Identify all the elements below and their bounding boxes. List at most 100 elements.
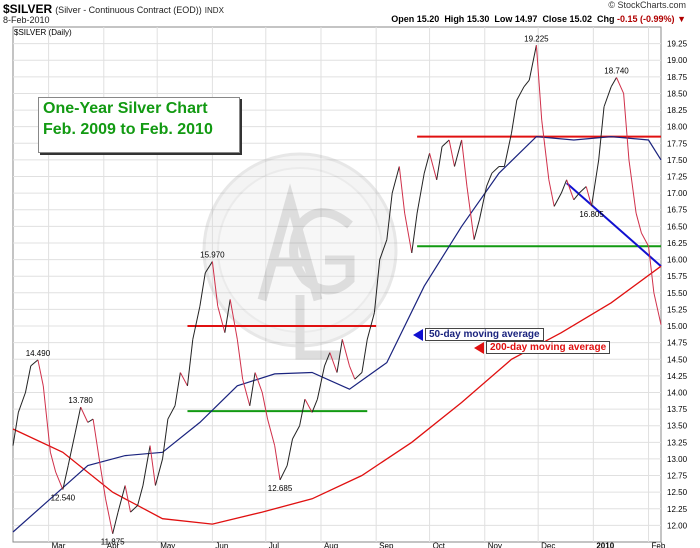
open-value: 15.20 xyxy=(416,14,440,24)
price-segment xyxy=(311,398,318,413)
y-tick-label: 17.75 xyxy=(667,139,688,148)
price-segment xyxy=(167,405,176,420)
price-segment xyxy=(391,166,400,194)
x-tick-label: Jul xyxy=(269,542,279,548)
price-annotation: 13.780 xyxy=(68,396,93,405)
price-segment xyxy=(441,139,450,147)
price-segment xyxy=(366,312,375,340)
y-tick-label: 18.75 xyxy=(667,73,688,82)
overlay-title-box: One-Year Silver Chart Feb. 2009 to Feb. … xyxy=(38,97,240,153)
price-segment xyxy=(423,153,431,174)
price-segment xyxy=(105,498,114,534)
price-segment xyxy=(137,485,144,506)
price-segment xyxy=(24,365,32,393)
y-tick-label: 18.00 xyxy=(667,123,688,132)
x-tick-label: May xyxy=(160,542,175,548)
price-segment xyxy=(486,173,493,187)
price-segment xyxy=(516,86,525,101)
chg-value: -0.15 (-0.99%) xyxy=(617,14,675,24)
price-segment xyxy=(336,339,343,373)
price-segment xyxy=(640,232,649,247)
price-segment xyxy=(510,100,518,134)
price-segment xyxy=(610,77,617,88)
x-tick-label: Dec xyxy=(541,542,555,548)
price-segment xyxy=(162,418,169,460)
close-label: Close xyxy=(542,14,567,24)
y-tick-label: 16.25 xyxy=(667,239,688,248)
price-segment xyxy=(274,445,281,480)
symbol: $SILVER xyxy=(3,2,53,16)
price-segment xyxy=(591,159,600,207)
price-segment xyxy=(553,192,562,207)
price-segment xyxy=(566,179,575,200)
y-tick-label: 14.75 xyxy=(667,339,688,348)
price-segment xyxy=(74,406,82,433)
price-segment xyxy=(503,133,512,167)
price-segment xyxy=(224,299,231,333)
price-annotation: 11.875 xyxy=(101,538,125,547)
price-segment xyxy=(286,438,293,466)
x-tick-label: Aug xyxy=(324,542,338,548)
price-segment xyxy=(99,465,107,499)
x-tick-label: Nov xyxy=(488,542,502,548)
price-segment xyxy=(548,179,555,207)
y-tick-label: 12.00 xyxy=(667,521,688,530)
x-tick-label: Feb xyxy=(652,542,666,548)
price-segment xyxy=(299,399,306,426)
price-segment xyxy=(67,432,76,466)
price-segment xyxy=(379,239,388,260)
y-tick-label: 18.25 xyxy=(667,106,688,115)
price-segment xyxy=(12,412,19,446)
axes: 12.00 12.25 12.50 12.75 13.00 13.25 13.50 13.75… xyxy=(52,40,688,548)
chart-header: $SILVER (Silver - Continuous Contract (E… xyxy=(3,2,224,16)
y-tick-label: 15.75 xyxy=(667,272,688,281)
symbol-description: (Silver - Continuous Contract (EOD)) xyxy=(55,5,202,15)
price-segment xyxy=(192,305,201,340)
ohlc-readout: Open 15.20 High 15.30 Low 14.97 Close 15… xyxy=(391,14,686,24)
price-segment xyxy=(535,45,543,121)
price-segment xyxy=(154,458,164,486)
price-annotation: 12.540 xyxy=(51,494,76,503)
price-segment xyxy=(117,485,126,513)
overlay-title-line-2: Feb. 2009 to Feb. 2010 xyxy=(43,121,213,138)
price-segment xyxy=(373,259,381,313)
price-segment xyxy=(242,379,251,406)
price-segment xyxy=(254,372,263,393)
price-segment xyxy=(560,179,568,194)
price-segment xyxy=(361,339,368,373)
annotations: 14.490 12.540 13.780 11.875 15.970 12.685 19.2… xyxy=(26,34,630,546)
price-segment xyxy=(648,246,655,293)
price-segment xyxy=(528,45,537,81)
price-segment xyxy=(478,186,488,220)
price-annotation: 18.740 xyxy=(604,67,629,76)
price-segment xyxy=(179,372,188,387)
price-annotation: 16.805 xyxy=(579,210,604,219)
y-tick-label: 15.25 xyxy=(667,305,688,314)
watermark-coin-logo xyxy=(202,152,398,360)
price-segment xyxy=(461,139,468,187)
y-tick-label: 14.25 xyxy=(667,372,688,381)
y-tick-label: 17.25 xyxy=(667,173,688,182)
ma50-line xyxy=(12,135,662,533)
ma50-arrow-icon xyxy=(413,329,423,341)
price-segment xyxy=(279,465,288,481)
y-tick-label: 15.50 xyxy=(667,289,688,298)
y-tick-label: 13.25 xyxy=(667,438,688,447)
x-tick-label: Apr xyxy=(107,542,120,548)
price-segment xyxy=(603,86,612,107)
price-segment xyxy=(249,372,256,406)
price-segment xyxy=(448,139,455,167)
price-segment xyxy=(17,392,26,413)
price-segment xyxy=(62,465,69,490)
price-segment xyxy=(199,272,206,307)
ma200-line xyxy=(12,265,662,525)
price-segment xyxy=(55,472,64,490)
price-segment xyxy=(491,166,500,174)
price-segment xyxy=(49,452,57,473)
y-tick-label: 13.75 xyxy=(667,405,688,414)
price-segment xyxy=(341,339,350,367)
low-value: 14.97 xyxy=(514,14,538,24)
price-segment xyxy=(386,193,393,240)
open-label: Open xyxy=(391,14,415,24)
price-segment xyxy=(578,186,587,194)
